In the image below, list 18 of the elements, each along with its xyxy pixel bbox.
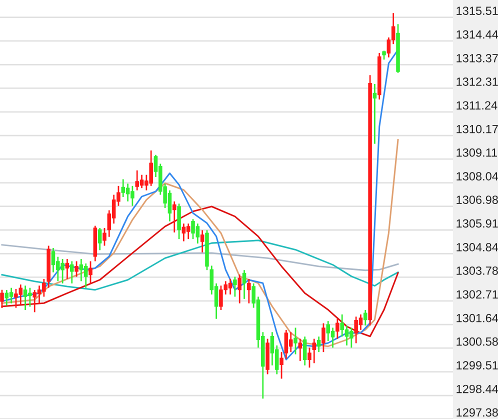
y-tick-label: 1298.44 bbox=[456, 384, 498, 394]
y-tick-label: 1304.84 bbox=[456, 243, 498, 252]
y-tick-label: 1300.58 bbox=[456, 337, 498, 346]
y-tick-label: 1311.24 bbox=[456, 101, 498, 110]
y-tick-label: 1310.17 bbox=[456, 124, 498, 134]
y-tick-label: 1306.98 bbox=[456, 196, 498, 204]
y-tick-label: 1314.44 bbox=[456, 30, 498, 39]
y-tick-label: 1308.04 bbox=[456, 172, 498, 180]
y-tick-label: 1305.91 bbox=[456, 219, 498, 228]
y-tick-label: 1299.51 bbox=[456, 361, 498, 370]
y-tick-label: 1309.11 bbox=[456, 148, 498, 157]
y-tick-label: 1297.38 bbox=[456, 408, 498, 417]
y-tick-label: 1313.37 bbox=[456, 54, 498, 62]
y-tick-label: 1301.64 bbox=[456, 314, 498, 322]
y-tick-label: 1312.31 bbox=[456, 77, 498, 86]
y-tick-label: 1315.51 bbox=[456, 6, 498, 15]
y-tick-label: 1303.78 bbox=[456, 266, 498, 275]
y-tick-label: 1302.71 bbox=[456, 290, 498, 299]
